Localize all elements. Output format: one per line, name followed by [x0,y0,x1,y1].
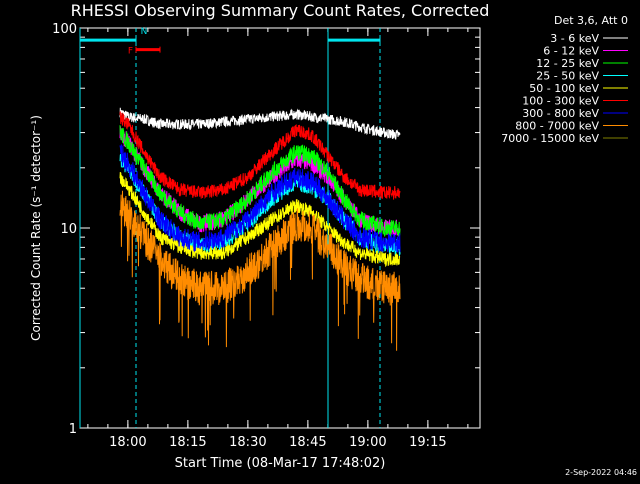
x-tick-label: 18:00 [109,435,146,450]
series-trace [119,111,401,200]
legend-label: 100 - 300 keV [522,95,599,108]
legend-label: 800 - 7000 keV [515,120,599,133]
x-tick-label: 18:30 [229,435,266,450]
y-axis-label: Corrected Count Rate (s⁻¹ detector⁻¹) [29,115,43,341]
legend-label: 25 - 50 keV [536,70,599,83]
legend-label: 6 - 12 keV [543,45,599,58]
legend-label: 7000 - 15000 keV [501,132,599,145]
series-trace [119,144,401,253]
legend-label: 12 - 25 keV [536,57,599,70]
y-tick-label: 10 [60,222,77,237]
series-trace [119,125,401,237]
legend-label: 3 - 6 keV [550,32,599,45]
y-tick-label: 100 [52,22,77,37]
y-tick-label: 1 [69,422,77,437]
series-trace [119,171,401,268]
chart-title: RHESSI Observing Summary Count Rates, Co… [71,1,490,20]
x-tick-label: 18:15 [169,435,206,450]
series-trace [119,126,401,239]
time-bar-label: N [141,27,148,37]
x-tick-label: 19:00 [349,435,386,450]
legend-title: Det 3,6, Att 0 [554,14,628,27]
series-trace [119,190,401,351]
plot-area: 18:00 18:15 18:30 18:45 19:00 19:15 1 10 100 NF [52,22,481,450]
x-tick-label: 19:15 [409,435,446,450]
x-tick-label: 18:45 [289,435,326,450]
x-axis-label: Start Time (08-Mar-17 17:48:02) [175,456,386,471]
legend-label: 50 - 100 keV [529,82,599,95]
footer-date: 2-Sep-2022 04:46 [565,468,637,477]
time-bar-label: F [128,47,133,57]
legend-label: 300 - 800 keV [522,107,599,120]
series-trace [119,107,401,140]
